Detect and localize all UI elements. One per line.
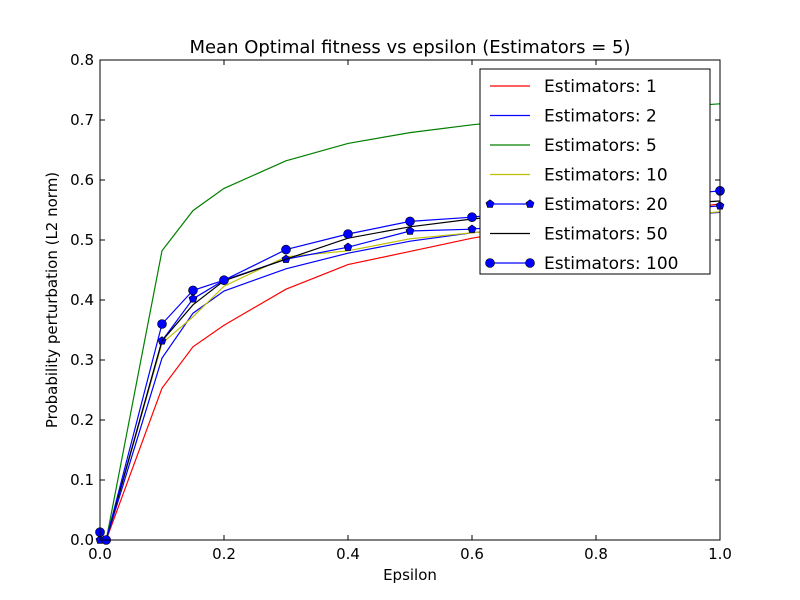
data-point — [188, 294, 198, 303]
data-point — [467, 212, 477, 222]
data-point — [343, 242, 353, 251]
x-tick-label: 0.0 — [88, 545, 112, 563]
y-tick-label: 0.0 — [70, 531, 94, 549]
legend: Estimators: 1 Estimators: 2 Estimators: 5 E… — [479, 68, 711, 275]
legend-label: Estimators: 100 — [544, 254, 678, 274]
x-axis-label: Epsilon — [383, 566, 437, 584]
legend-entry: Estimators: 20 — [485, 195, 668, 215]
legend-label: Estimators: 50 — [544, 225, 668, 245]
legend-label: Estimators: 10 — [544, 166, 668, 186]
legend-entry: Estimators: 100 — [485, 254, 678, 274]
y-tick-label: 0.6 — [70, 171, 94, 189]
x-tick-label: 0.6 — [460, 545, 484, 563]
x-tick-label: 0.8 — [584, 545, 608, 563]
x-tick-label: 0.2 — [212, 545, 236, 563]
legend-entry: Estimators: 50 — [490, 225, 668, 245]
legend-entry: Estimators: 1 — [490, 77, 657, 97]
legend-marker — [525, 258, 535, 268]
legend-box — [479, 68, 711, 275]
legend-label: Estimators: 2 — [544, 107, 657, 127]
y-tick-label: 0.5 — [70, 231, 94, 249]
data-point — [405, 216, 415, 227]
y-tick-label: 0.8 — [70, 51, 94, 69]
x-tick-label: 0.4 — [336, 545, 360, 563]
ticks-layer: 0.0 0.2 0.4 0.6 0.8 1.0 0.0 0.1 0.2 0.3 0.4 0.5 0.6 0… — [70, 51, 732, 563]
data-point — [343, 229, 353, 239]
data-point — [281, 244, 291, 255]
legend-marker — [485, 199, 495, 208]
legend-label: Estimators: 1 — [544, 77, 657, 97]
legend-entry: Estimators: 10 — [490, 166, 668, 186]
data-point — [219, 275, 229, 286]
legend-entries: Estimators: 1 Estimators: 2 Estimators: 5 E… — [485, 77, 678, 274]
y-axis-label: Probability perturbation (L2 norm) — [43, 172, 61, 428]
data-point — [188, 285, 198, 296]
y-tick-label: 0.1 — [70, 471, 94, 489]
legend-label: Estimators: 5 — [544, 136, 657, 156]
data-point — [157, 319, 167, 329]
data-point — [405, 226, 415, 235]
data-point — [467, 224, 477, 233]
y-tick-label: 0.2 — [70, 411, 94, 429]
legend-marker — [485, 258, 495, 268]
legend-entry: Estimators: 2 — [490, 107, 657, 127]
legend-label: Estimators: 20 — [544, 195, 668, 215]
legend-marker — [525, 199, 535, 208]
y-tick-label: 0.7 — [70, 111, 94, 129]
y-tick-label: 0.4 — [70, 291, 94, 309]
legend-entry: Estimators: 5 — [490, 136, 657, 156]
chart-title: Mean Optimal fitness vs epsilon (Estimat… — [189, 37, 630, 58]
y-tick-label: 0.3 — [70, 351, 94, 369]
x-tick-label: 1.0 — [708, 545, 732, 563]
